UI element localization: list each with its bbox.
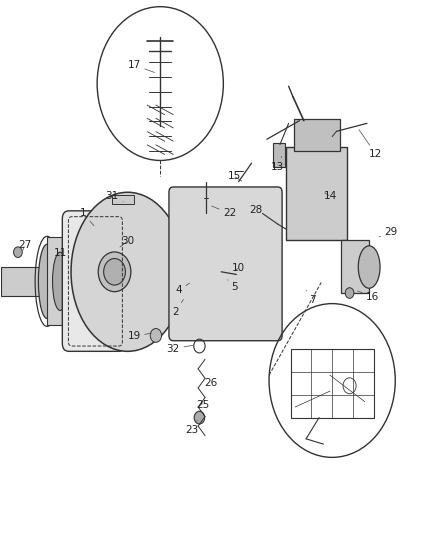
Ellipse shape bbox=[98, 252, 131, 292]
Ellipse shape bbox=[71, 192, 184, 351]
Text: 12: 12 bbox=[359, 130, 382, 159]
Text: 27: 27 bbox=[18, 240, 31, 251]
Text: 22: 22 bbox=[212, 206, 237, 219]
FancyBboxPatch shape bbox=[341, 240, 369, 293]
Circle shape bbox=[194, 411, 205, 424]
Text: 13: 13 bbox=[271, 157, 284, 172]
FancyBboxPatch shape bbox=[294, 119, 340, 151]
Text: 14: 14 bbox=[323, 191, 337, 201]
FancyBboxPatch shape bbox=[286, 147, 347, 240]
FancyBboxPatch shape bbox=[47, 237, 64, 325]
FancyBboxPatch shape bbox=[62, 211, 125, 351]
Text: 25: 25 bbox=[196, 400, 209, 410]
Text: 16: 16 bbox=[357, 291, 379, 302]
Text: 4: 4 bbox=[175, 283, 190, 295]
FancyBboxPatch shape bbox=[272, 143, 285, 167]
Circle shape bbox=[14, 247, 22, 257]
Text: 19: 19 bbox=[127, 332, 152, 342]
Text: 31: 31 bbox=[106, 191, 123, 202]
FancyBboxPatch shape bbox=[169, 187, 282, 341]
Text: 2: 2 bbox=[172, 300, 184, 317]
Circle shape bbox=[345, 288, 354, 298]
Text: 11: 11 bbox=[53, 248, 69, 261]
Text: 30: 30 bbox=[120, 236, 134, 247]
Ellipse shape bbox=[39, 244, 56, 318]
FancyBboxPatch shape bbox=[1, 266, 41, 296]
Text: 23: 23 bbox=[185, 420, 199, 435]
Text: 26: 26 bbox=[203, 375, 218, 388]
Text: 32: 32 bbox=[166, 344, 194, 354]
Ellipse shape bbox=[358, 246, 380, 288]
Text: 28: 28 bbox=[249, 205, 267, 216]
Ellipse shape bbox=[104, 259, 125, 285]
Text: 7: 7 bbox=[306, 290, 316, 305]
Text: 10: 10 bbox=[232, 263, 245, 272]
Circle shape bbox=[150, 328, 162, 342]
Text: 5: 5 bbox=[228, 280, 237, 292]
Text: 17: 17 bbox=[127, 60, 155, 72]
Text: 1: 1 bbox=[80, 208, 94, 225]
Ellipse shape bbox=[53, 252, 68, 311]
Text: 15: 15 bbox=[228, 172, 242, 181]
FancyBboxPatch shape bbox=[112, 196, 134, 205]
Text: 29: 29 bbox=[379, 227, 398, 237]
